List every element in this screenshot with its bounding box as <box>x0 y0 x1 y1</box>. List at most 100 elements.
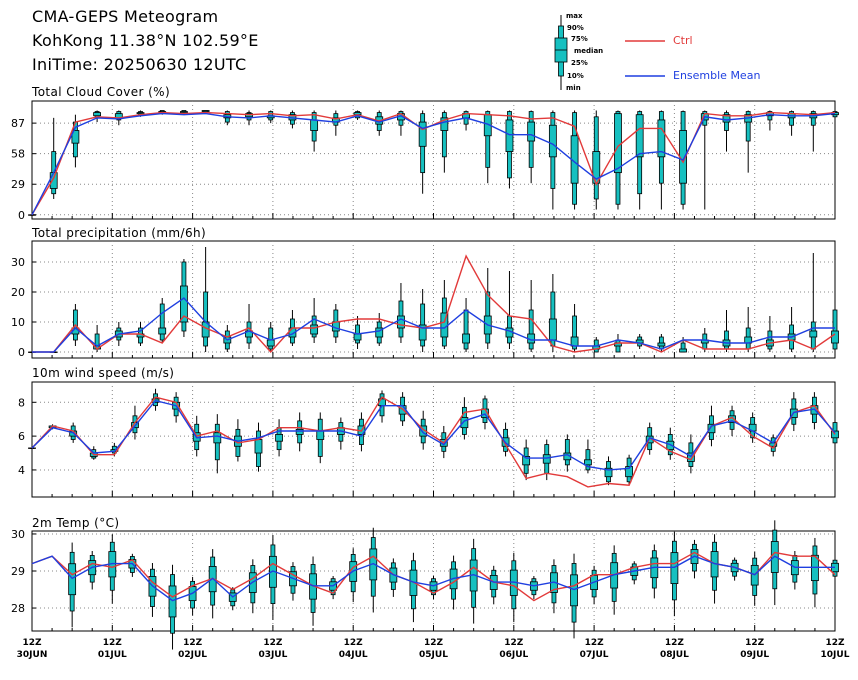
box-10-90 <box>528 309 534 350</box>
box-glyph <box>505 271 514 349</box>
box-25-75 <box>201 110 210 112</box>
ctrl-series-line <box>31 111 836 216</box>
x-hour-label: 12Z <box>825 638 845 648</box>
box-glyph <box>310 298 319 343</box>
box-glyph <box>690 539 699 579</box>
box-glyph <box>309 556 317 626</box>
box-glyph <box>722 310 731 352</box>
legend-box-key <box>554 15 665 90</box>
x-hour-label: 12Z <box>22 638 42 648</box>
box-25-75 <box>310 324 319 335</box>
location-label: KohKong 11.38°N 102.59°E <box>32 31 259 50</box>
box-glyph <box>469 538 478 624</box>
box-25-75 <box>353 333 362 341</box>
x-date-label: 10JUL <box>821 650 850 660</box>
x-date-label: 01JUL <box>98 650 127 660</box>
box-glyph <box>49 117 58 199</box>
box-glyph <box>505 110 514 189</box>
box-25-75 <box>679 348 687 353</box>
box-10-90 <box>159 303 165 341</box>
box-25-75 <box>614 113 622 174</box>
box-glyph <box>722 110 731 152</box>
box-25-75 <box>158 327 167 335</box>
box-25-75 <box>635 114 644 158</box>
box-25-75 <box>522 456 531 466</box>
y-tick-label: 29 <box>11 565 25 578</box>
box-glyph <box>188 576 197 616</box>
box-glyph <box>389 558 398 597</box>
box-25-75 <box>686 452 695 462</box>
box-25-75 <box>397 315 405 329</box>
box-glyph <box>604 456 613 486</box>
box-glyph <box>831 557 839 581</box>
box-25-75 <box>180 111 188 113</box>
x-hour-label: 12Z <box>585 638 605 648</box>
box-25-75 <box>213 432 222 444</box>
box-25-75 <box>542 454 551 464</box>
box-25-75 <box>809 330 818 338</box>
box-glyph <box>489 565 498 605</box>
box-25-75 <box>266 339 275 347</box>
ensemble-mean-line <box>31 555 835 602</box>
box-glyph <box>529 576 538 600</box>
box-glyph <box>28 447 36 449</box>
box-25-75 <box>180 285 188 323</box>
box-10-90 <box>572 315 577 350</box>
box-25-75 <box>570 574 578 607</box>
box-glyph <box>765 316 774 352</box>
box-glyph <box>329 576 338 600</box>
x-date-label: 02JUL <box>178 650 207 660</box>
box-25-75 <box>625 466 634 478</box>
box-glyph <box>657 110 666 210</box>
box-glyph <box>769 434 778 457</box>
box-glyph <box>440 110 449 173</box>
box-25-75 <box>527 121 536 142</box>
box-glyph <box>331 304 340 343</box>
y-tick-label: 20 <box>11 286 25 299</box>
box-25-75 <box>657 342 666 347</box>
box-25-75 <box>418 121 427 147</box>
panel-0: 0 29 58 87 <box>11 100 839 222</box>
x-hour-label: 12Z <box>504 638 524 648</box>
box-glyph <box>744 110 753 173</box>
box-25-75 <box>462 333 470 344</box>
box-glyph <box>809 110 818 152</box>
x-hour-label: 12Z <box>344 638 364 648</box>
box-glyph <box>460 397 469 440</box>
box-glyph <box>635 334 644 349</box>
key-median-label: median <box>574 47 604 55</box>
x-date-label: 05JUL <box>419 650 448 660</box>
box-10-90 <box>810 111 816 126</box>
box-25-75 <box>722 114 731 123</box>
box-glyph <box>744 307 753 352</box>
box-25-75 <box>831 430 839 439</box>
x-date-label: 03JUL <box>258 650 287 660</box>
ensemble-mean-line <box>32 297 835 353</box>
box-glyph <box>550 559 558 614</box>
box-glyph <box>248 559 257 614</box>
box-glyph <box>336 417 345 450</box>
y-tick-label: 30 <box>11 256 25 269</box>
y-tick-label: 0 <box>18 346 25 359</box>
box-glyph <box>810 392 819 430</box>
box-glyph <box>108 534 117 604</box>
box-glyph <box>527 280 536 352</box>
box-glyph <box>610 545 619 615</box>
box-glyph <box>418 110 427 194</box>
box-glyph <box>245 304 253 349</box>
box-25-75 <box>71 130 80 144</box>
box-25-75 <box>584 459 592 466</box>
ensemble-mean-line <box>31 112 836 216</box>
panel-3: 28 29 30 <box>11 520 839 650</box>
box-25-75 <box>28 214 36 216</box>
box-glyph <box>418 289 427 352</box>
box-glyph <box>349 548 358 603</box>
key-min-label: min <box>566 84 581 92</box>
box-10-90 <box>832 309 838 350</box>
box-glyph <box>483 268 492 349</box>
x-hour-label: 12Z <box>424 638 444 648</box>
box-25-75 <box>168 585 177 618</box>
box-glyph <box>590 565 598 605</box>
box-glyph <box>483 110 492 184</box>
y-tick-label: 58 <box>11 148 25 161</box>
